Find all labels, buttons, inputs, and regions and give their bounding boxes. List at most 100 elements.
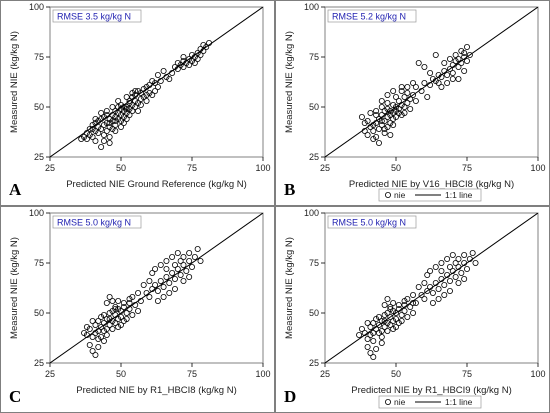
data-point xyxy=(126,300,133,307)
data-point xyxy=(174,266,181,273)
data-point xyxy=(370,127,377,134)
data-point xyxy=(375,322,382,329)
data-point xyxy=(432,52,439,59)
data-point xyxy=(375,126,382,133)
data-point xyxy=(123,94,130,101)
data-point xyxy=(123,316,130,323)
data-point xyxy=(441,292,448,299)
data-point xyxy=(384,328,391,335)
data-point xyxy=(112,320,119,327)
chart-b: 25 50 75 100 25 50 75 100 Predicted NIE by V16_H… xyxy=(275,0,550,206)
data-point xyxy=(455,56,462,63)
data-point xyxy=(415,60,422,67)
x-tick-label: 25 xyxy=(320,163,330,173)
data-point xyxy=(381,302,388,309)
data-point xyxy=(160,284,167,291)
data-point xyxy=(180,254,187,261)
data-point xyxy=(378,122,385,129)
data-point xyxy=(186,250,193,257)
data-point xyxy=(95,129,102,136)
data-point xyxy=(154,84,161,91)
data-point xyxy=(381,118,388,125)
data-point xyxy=(103,300,110,307)
data-point xyxy=(384,106,391,113)
data-point xyxy=(463,58,470,65)
data-point xyxy=(112,304,119,311)
rmse-label: RMSE 3.5 kg/kg N xyxy=(57,12,131,22)
data-point xyxy=(203,44,210,51)
data-point xyxy=(401,94,408,101)
data-point xyxy=(438,260,445,267)
data-point xyxy=(92,351,99,358)
data-point xyxy=(135,88,142,95)
data-point xyxy=(197,258,204,265)
data-point xyxy=(123,116,130,123)
y-tick-label: 25 xyxy=(34,152,44,162)
data-point xyxy=(429,300,436,307)
data-point xyxy=(177,258,184,265)
data-point xyxy=(393,94,400,101)
data-point xyxy=(112,122,119,129)
data-point xyxy=(95,318,102,325)
data-point xyxy=(149,78,156,85)
data-point xyxy=(194,246,201,253)
data-point xyxy=(174,250,181,257)
data-point xyxy=(461,252,468,259)
data-point xyxy=(446,278,453,285)
data-point xyxy=(112,108,119,115)
data-point xyxy=(384,310,391,317)
rmse-box xyxy=(52,9,142,23)
panel-d: 25 50 75 100 25 50 75 100 Predicted NIE by R1_HB… xyxy=(275,206,550,413)
data-point xyxy=(395,98,402,105)
data-point xyxy=(381,318,388,325)
data-point xyxy=(89,347,96,354)
data-point xyxy=(393,108,400,115)
data-point xyxy=(455,280,462,287)
data-point xyxy=(418,292,425,299)
data-point xyxy=(452,260,459,267)
y-tick-label: 100 xyxy=(304,2,319,12)
y-axis-title: Measured NIE (kg/kg N) xyxy=(284,31,295,133)
data-point xyxy=(378,339,385,346)
legend-label-nie: nie xyxy=(394,397,406,407)
data-point xyxy=(186,258,193,265)
x-tick-label: 25 xyxy=(320,369,330,379)
data-point xyxy=(446,56,453,63)
data-point xyxy=(375,314,382,321)
data-point xyxy=(370,320,377,327)
data-point xyxy=(123,310,130,317)
data-point xyxy=(446,264,453,271)
data-point xyxy=(472,260,479,267)
data-point xyxy=(126,98,133,105)
x-tick-label: 50 xyxy=(391,369,401,379)
data-point xyxy=(378,104,385,111)
data-point xyxy=(435,286,442,293)
data-point xyxy=(78,135,85,142)
data-point xyxy=(393,316,400,323)
data-point xyxy=(103,316,110,323)
data-point xyxy=(384,100,391,107)
data-point xyxy=(157,262,164,269)
data-point xyxy=(370,135,377,142)
x-tick-label: 100 xyxy=(255,163,270,173)
x-axis-title: Predicted NIE by R1_HBCI9 (kg/kg N) xyxy=(351,385,512,396)
data-point xyxy=(126,296,133,303)
data-point xyxy=(458,270,465,277)
data-point xyxy=(191,60,198,67)
data-point xyxy=(384,92,391,99)
data-point xyxy=(358,326,365,333)
data-point xyxy=(109,308,116,315)
y-axis-title: Measured NIE (kg/kg N) xyxy=(9,237,20,339)
data-point xyxy=(132,104,139,111)
data-point xyxy=(188,264,195,271)
data-point xyxy=(180,278,187,285)
data-point xyxy=(129,108,136,115)
data-point xyxy=(100,137,107,144)
data-point xyxy=(171,286,178,293)
x-tick-label: 75 xyxy=(462,369,472,379)
data-point xyxy=(410,292,417,299)
data-point xyxy=(446,288,453,295)
y-tick-label: 25 xyxy=(34,358,44,368)
y-tick-label: 100 xyxy=(29,208,44,218)
y-tick-label: 100 xyxy=(304,208,319,218)
